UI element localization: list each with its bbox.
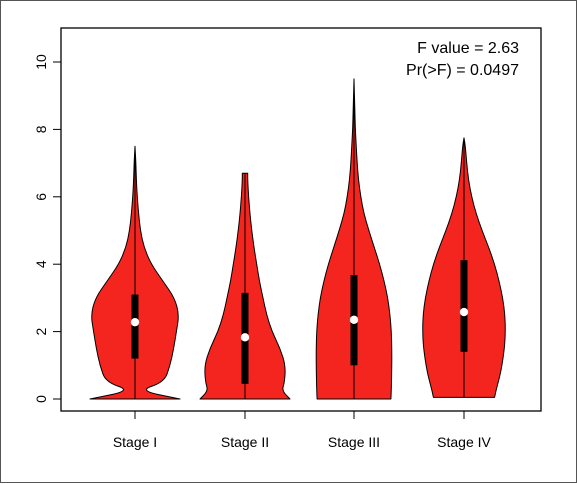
violin-group	[89, 145, 181, 400]
violin-median-dot	[349, 315, 359, 325]
violin-median-dot	[459, 307, 469, 317]
x-tick-label: Stage I	[113, 434, 157, 450]
y-tick-label: 0	[33, 395, 49, 403]
violin-median-dot	[130, 317, 140, 327]
violins	[89, 78, 506, 400]
violin-iqr-box	[131, 294, 139, 359]
x-tick-label: Stage IV	[437, 434, 491, 450]
y-tick-label: 10	[33, 54, 49, 70]
x-tick-label: Stage II	[221, 434, 269, 450]
y-tick-label: 4	[33, 260, 49, 268]
x-axis-ticks: Stage I Stage II Stage III Stage IV	[113, 411, 492, 450]
violin-median-dot	[240, 333, 250, 342]
y-tick-label: 6	[33, 193, 49, 201]
y-axis-ticks: 0 2 4 6 8 10	[33, 54, 61, 403]
x-tick-label: Stage III	[328, 434, 380, 450]
p-value-label: Pr(>F) = 0.0497	[406, 62, 519, 79]
y-tick-label: 8	[33, 125, 49, 133]
violin-group	[315, 78, 393, 400]
violin-iqr-box	[460, 260, 468, 352]
violin-group	[422, 137, 506, 398]
y-tick-label: 2	[33, 327, 49, 335]
f-value-label: F value = 2.63	[417, 40, 519, 57]
violin-group	[199, 172, 291, 400]
